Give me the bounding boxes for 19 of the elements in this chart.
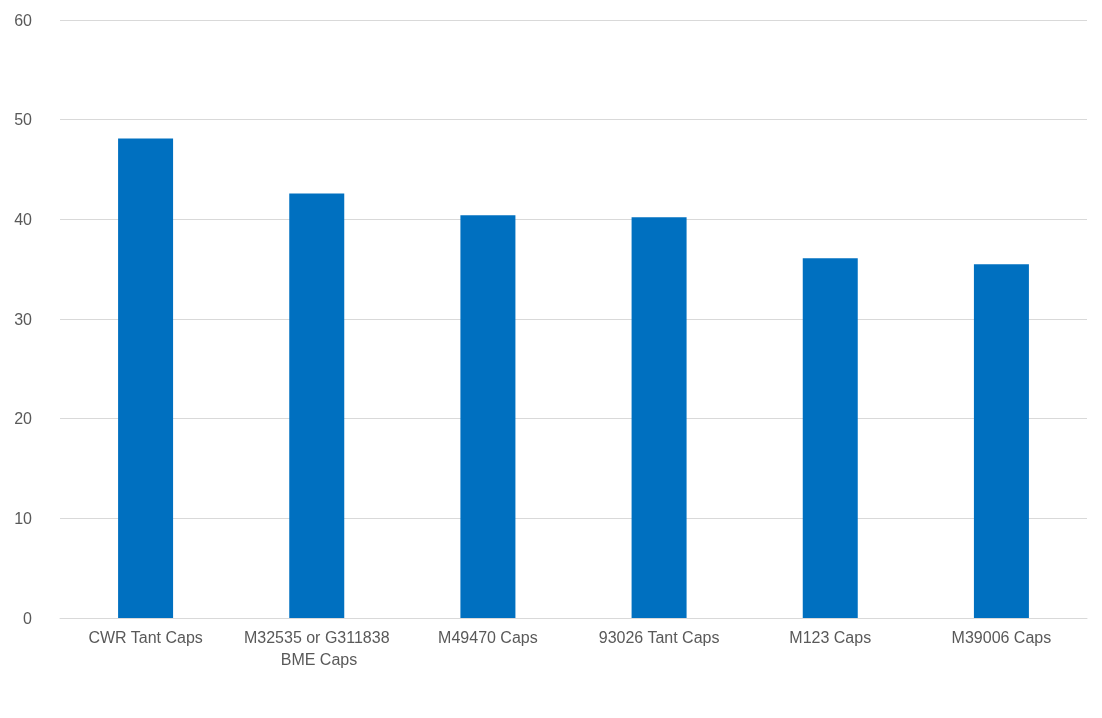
- bar: [973, 264, 1029, 618]
- y-tick-label: 0: [23, 609, 33, 627]
- x-tick-label: M123 Caps: [789, 628, 872, 646]
- y-tick-label: 60: [14, 11, 33, 29]
- bar: [460, 215, 516, 618]
- bar: [802, 258, 858, 618]
- x-tick-label: 93026 Tant Caps: [598, 628, 720, 646]
- bar: [289, 193, 345, 618]
- x-tick-label: CWR Tant Caps: [88, 628, 203, 646]
- y-tick-label: 20: [14, 410, 33, 428]
- y-tick-label: 50: [14, 111, 33, 129]
- x-tick-label: M39006 Caps: [951, 628, 1052, 646]
- x-tick-label: M49470 Caps: [438, 628, 538, 646]
- bar: [118, 138, 174, 618]
- x-tick-label: M32535 or G311838 BME Caps: [243, 628, 390, 668]
- y-tick-label: 30: [14, 310, 33, 328]
- bar: [631, 217, 687, 618]
- y-tick-label: 40: [14, 210, 33, 228]
- y-tick-label: 10: [14, 509, 33, 527]
